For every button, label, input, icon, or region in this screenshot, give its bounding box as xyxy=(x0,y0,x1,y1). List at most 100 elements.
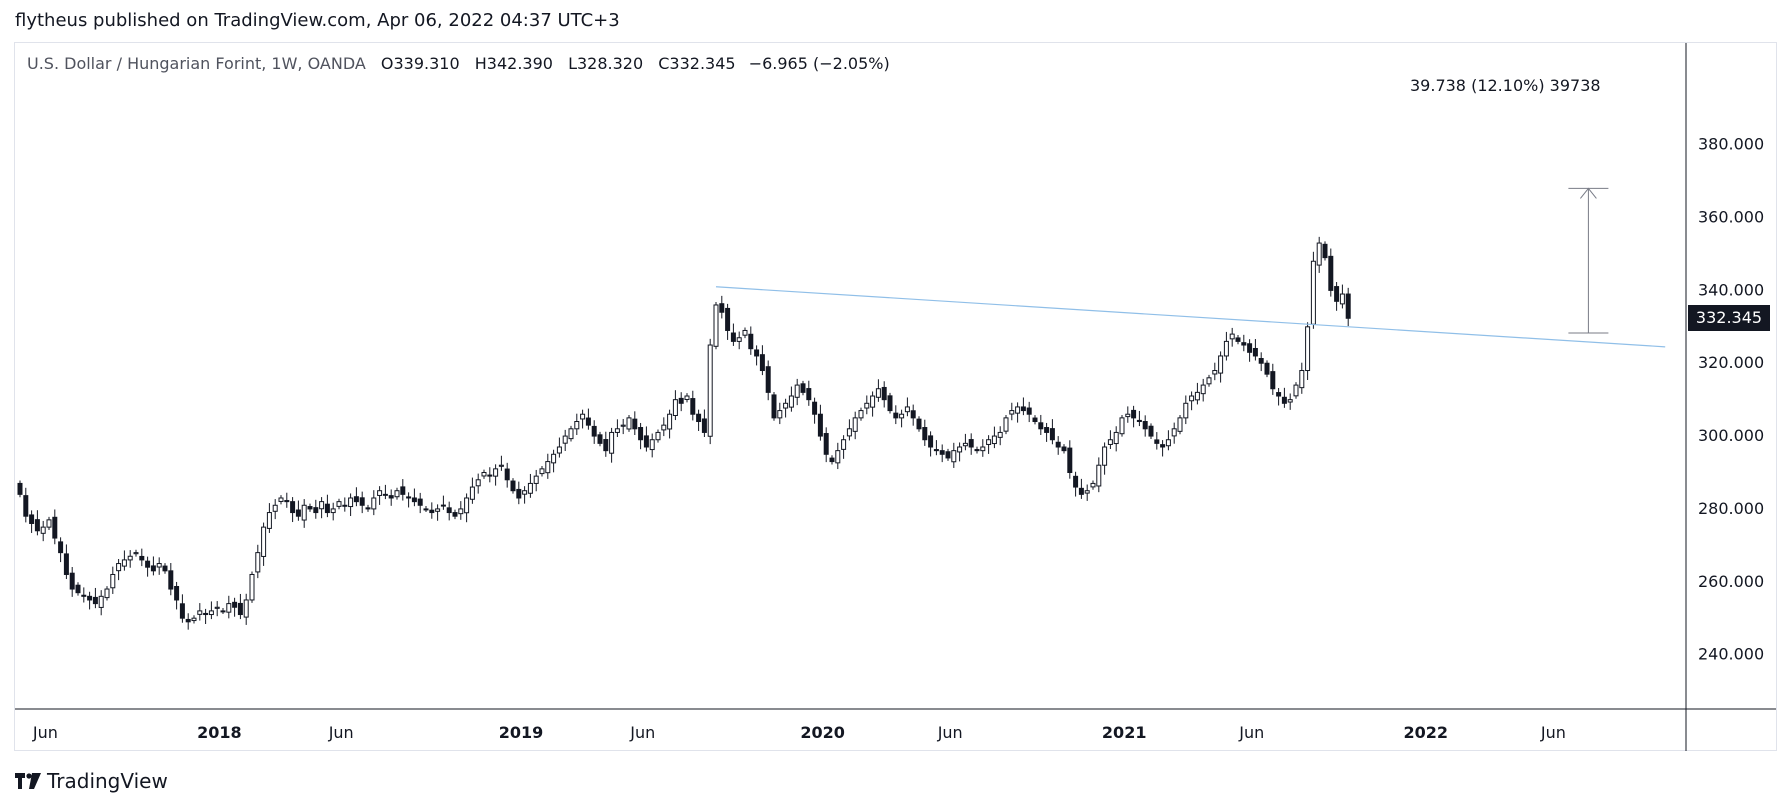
tradingview-logo-icon xyxy=(15,773,41,789)
candle-body xyxy=(852,417,858,432)
candle-body xyxy=(1183,402,1189,419)
candle-body xyxy=(510,480,516,492)
time-tick-label: Jun xyxy=(32,723,58,742)
drawings-layer xyxy=(715,187,1666,348)
time-tick-label: 2019 xyxy=(499,723,544,742)
candle-body xyxy=(435,508,441,512)
candle-body xyxy=(881,386,887,401)
candle-body xyxy=(748,333,754,350)
candle-body xyxy=(52,516,58,539)
candle-body xyxy=(777,410,783,419)
candle-body xyxy=(1003,417,1009,432)
candle-body xyxy=(46,519,52,528)
symbol-title[interactable]: U.S. Dollar / Hungarian Forint, 1W, OAND… xyxy=(27,54,366,73)
candle-body xyxy=(609,431,615,454)
publisher-line: flytheus published on TradingView.com, A… xyxy=(15,10,620,31)
candle-body xyxy=(1148,425,1154,437)
candle-body xyxy=(835,450,841,464)
candle-body xyxy=(551,453,557,464)
candle-body xyxy=(713,304,719,347)
high-value: 342.390 xyxy=(486,54,553,73)
candle-body xyxy=(812,401,818,415)
candle-body xyxy=(736,337,742,342)
candle-body xyxy=(1206,377,1212,385)
tradingview-logo[interactable]: TradingView xyxy=(15,769,168,793)
candle-body xyxy=(783,402,789,409)
candle-body xyxy=(1067,447,1073,474)
candle-body xyxy=(806,388,812,401)
candle-body xyxy=(1020,406,1026,412)
candle-body xyxy=(962,442,968,447)
candle-body xyxy=(562,435,568,444)
time-tick-label: Jun xyxy=(937,723,963,742)
axes-layer: 240.000 260.000 280.000 300.000 320.000 340.0… xyxy=(15,43,1776,751)
candle-body xyxy=(417,498,423,506)
candle-body xyxy=(1235,337,1241,342)
candle-body xyxy=(1177,417,1183,432)
candle-body xyxy=(92,596,98,605)
trendline[interactable] xyxy=(715,286,1666,348)
candle-body xyxy=(1258,358,1264,364)
candle-body xyxy=(1287,399,1293,403)
candle-body xyxy=(928,435,934,448)
candle-body xyxy=(1142,421,1148,430)
candle-body xyxy=(313,507,319,514)
candle-body xyxy=(719,303,725,313)
candle-body xyxy=(493,468,499,477)
candle-body xyxy=(1305,326,1311,372)
price-tick-label: 320.000 xyxy=(1698,353,1764,372)
candle-body xyxy=(922,427,928,441)
candle-body xyxy=(754,349,760,357)
candle-body xyxy=(1229,333,1235,340)
measure-label[interactable]: 39.738 (12.10%) 39738 xyxy=(1410,76,1601,95)
candle-body xyxy=(249,573,255,601)
candle-body xyxy=(1015,406,1021,414)
candle-body xyxy=(765,366,771,393)
candle-body xyxy=(574,421,580,430)
candle-body xyxy=(759,354,765,372)
candle-body xyxy=(817,413,823,437)
candle-body xyxy=(440,504,446,507)
candle-body xyxy=(208,610,214,616)
time-tick-label: 2022 xyxy=(1404,723,1449,742)
candle-body xyxy=(556,446,562,454)
candle-body xyxy=(1160,444,1166,448)
change-value: −6.965 (−2.05%) xyxy=(748,54,890,73)
candle-body xyxy=(75,584,81,594)
candle-body xyxy=(1113,431,1119,445)
candle-body xyxy=(498,464,504,467)
candle-body xyxy=(1026,407,1032,415)
candle-body xyxy=(887,395,893,412)
time-tick-label: 2021 xyxy=(1102,723,1147,742)
candle-body xyxy=(649,439,655,451)
candle-body xyxy=(1055,441,1061,448)
candle-body xyxy=(1189,395,1195,402)
candle-body xyxy=(464,497,470,514)
candle-body xyxy=(1223,340,1229,357)
candle-body xyxy=(1299,370,1305,389)
close-value: 332.345 xyxy=(669,54,736,73)
candle-body xyxy=(661,424,667,431)
candle-body xyxy=(875,388,881,398)
candle-body xyxy=(1212,370,1218,375)
candle-body xyxy=(394,490,400,498)
close-label: C xyxy=(658,54,670,73)
candle-body xyxy=(684,395,690,400)
candle-body xyxy=(63,553,69,575)
candle-body xyxy=(620,424,626,427)
candle-body xyxy=(690,398,696,415)
candle-body xyxy=(255,552,261,573)
candle-body xyxy=(974,449,980,452)
candle-body xyxy=(174,585,180,601)
candle-body xyxy=(1270,371,1276,390)
candle-body xyxy=(1061,446,1067,452)
candle-body xyxy=(794,384,800,398)
price-tick-label: 380.000 xyxy=(1698,135,1764,154)
candle-body xyxy=(214,606,220,609)
candle-body xyxy=(1009,410,1015,415)
candle-body xyxy=(110,573,116,589)
candle-body xyxy=(986,439,992,445)
price-tick-label: 340.000 xyxy=(1698,280,1764,299)
candle-body xyxy=(388,495,394,499)
